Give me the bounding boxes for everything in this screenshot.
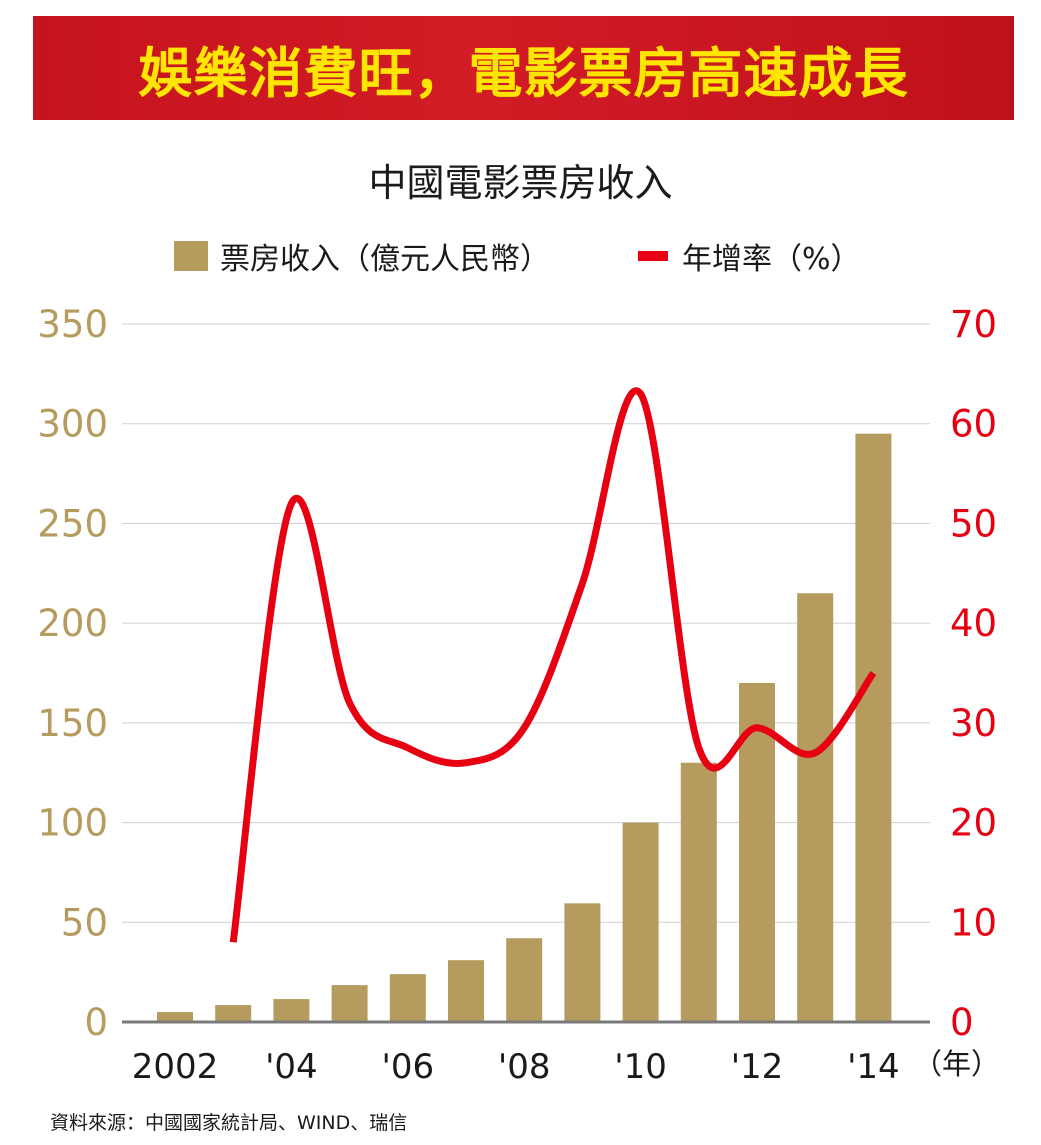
y-left-tick-label: 50 [61,901,108,944]
x-tick-label: 2002 [132,1047,219,1087]
bar-box-office-2003 [215,1005,252,1022]
x-axis-unit: （年） [913,1047,1000,1081]
y-left-tick-label: 0 [84,1001,108,1044]
bar-box-office-2014 [855,433,892,1023]
x-tick-label: '10 [614,1047,667,1087]
y-left-tick-label: 300 [37,403,108,446]
bar-box-office-2004 [273,999,310,1022]
x-tick-label: '06 [381,1047,434,1087]
chart-title: 中國電影票房收入 [368,161,673,205]
bar-box-office-2013 [797,593,834,1022]
x-tick-label: '12 [731,1047,784,1087]
y-right-tick-label: 10 [950,901,997,944]
y-right-tick-label: 50 [950,502,997,545]
legend-label-growth-rate: 年增率（%） [682,242,861,277]
legend-line-swatch [638,251,668,261]
growth-rate-line [229,387,877,943]
y-right-tick-label: 0 [950,1001,974,1044]
y-left-tick-label: 200 [37,602,108,645]
bar-box-office-2002 [157,1012,193,1022]
legend-label-box-office: 票房收入（億元人民幣） [220,242,550,277]
bar-box-office-2008 [506,938,543,1022]
legend-item-growth-rate: 年增率（%） [638,236,861,277]
bar-box-office-2011 [680,762,717,1022]
y-left-tick-label: 250 [37,502,108,545]
bar-box-office-2010 [622,822,659,1022]
legend-item-box-office: 票房收入（億元人民幣） [174,236,550,277]
y-left-tick-label: 100 [37,802,108,845]
bar-box-office-2005 [331,985,368,1022]
source-note: 資料來源：中國國家統計局、WIND、瑞信 [50,1112,408,1134]
y-right-tick-label: 70 [950,303,997,346]
legend-bar-swatch [174,241,208,271]
y-left-tick-label: 350 [37,303,108,346]
bar-box-office-2007 [448,960,484,1022]
y-right-tick-label: 30 [950,702,997,745]
bar-box-office-2009 [564,903,601,1022]
x-tick-label: '14 [847,1047,900,1087]
x-tick-label: '04 [265,1047,318,1087]
y-right-tick-label: 40 [950,602,997,645]
y-right-tick-label: 20 [950,802,997,845]
bar-box-office-2006 [389,974,426,1022]
y-right-tick-label: 60 [950,403,997,446]
x-tick-label: '08 [498,1047,551,1087]
header-banner: 娛樂消費旺，電影票房高速成長 [33,16,1014,120]
y-left-tick-label: 150 [37,702,108,745]
banner-title: 娛樂消費旺，電影票房高速成長 [138,40,909,105]
